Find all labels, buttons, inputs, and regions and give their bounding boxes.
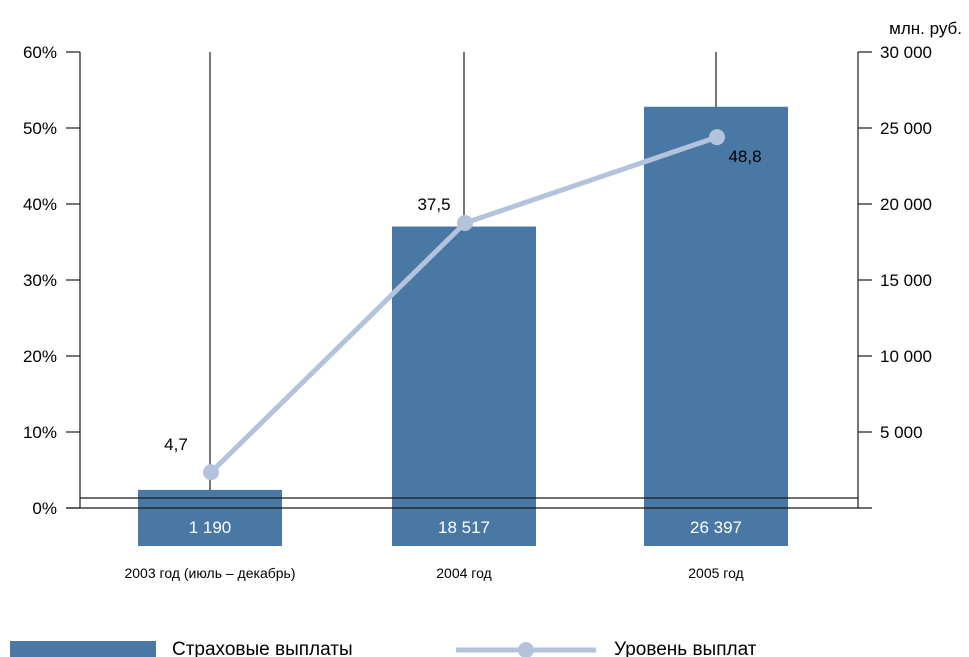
category-label-2: 2004 год [436,565,491,581]
bar-1 [138,489,282,546]
axes [66,51,872,509]
legend-swatch-bars [10,641,156,657]
legend-label-bars: Страховые выплаты [172,639,353,657]
legend-label-line: Уровень выплат [614,639,757,657]
bar-series [138,106,788,547]
left-tick-label-3: 20% [23,347,57,366]
right-tick-label-5: 25 000 [880,119,932,138]
left-tick-label-6: 50% [23,119,57,138]
category-label-1: 2003 год (июль – декабрь) [124,565,295,581]
legend: Страховые выплаты Уровень выплат [10,639,757,657]
labels: 0% 10% 20% 30% 40% 50% 60% 5 000 10 000 15 000 20 … [23,19,962,581]
left-tick-label-5: 40% [23,195,57,214]
left-tick-label-7: 60% [23,43,57,62]
line-point-3 [709,129,725,146]
left-tick-label-2: 10% [23,423,57,442]
bar-2 [392,226,536,546]
right-tick-label-4: 20 000 [880,195,932,214]
right-axis-unit: млн. руб. [889,19,962,38]
line-value-label-2: 37,5 [417,195,450,214]
bar-value-label-3: 26 397 [690,518,742,537]
left-tick-label-4: 30% [23,271,57,290]
right-tick-label-2: 10 000 [880,347,932,366]
legend-swatch-marker [518,642,534,657]
category-label-3: 2005 год [688,565,743,581]
line-value-label-3: 48,8 [728,147,761,166]
line-series [203,129,725,481]
line-point-2 [457,215,473,231]
right-tick-label-6: 30 000 [880,43,932,62]
left-tick-label-1: 0% [32,499,57,518]
bar-value-label-1: 1 190 [189,518,232,537]
bar-value-label-2: 18 517 [438,518,490,537]
right-tick-label-1: 5 000 [880,423,923,442]
line-value-label-1: 4,7 [164,435,188,454]
right-tick-label-3: 15 000 [880,271,932,290]
bar-3 [644,106,788,547]
line-point-1 [203,464,219,481]
